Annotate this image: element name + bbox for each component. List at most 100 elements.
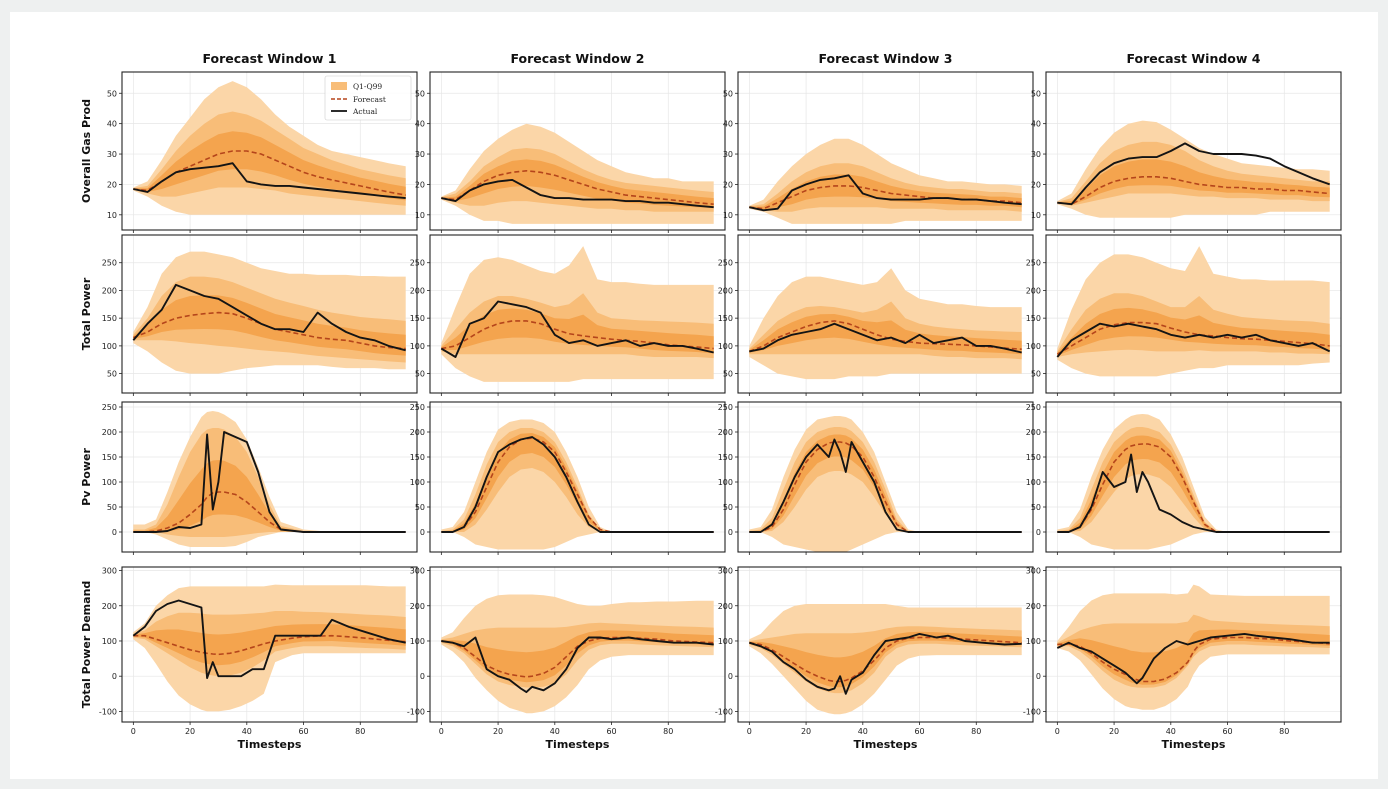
y-tick-label: 50 <box>723 370 733 379</box>
y-tick-label: 30 <box>415 150 425 159</box>
actual-line <box>133 431 406 533</box>
band-inner <box>441 630 714 683</box>
actual-line <box>440 300 714 358</box>
y-tick-label: 250 <box>1026 259 1041 268</box>
column-title-1: Forecast Window 1 <box>203 51 337 66</box>
panel-frame <box>121 566 418 723</box>
panel-frame <box>121 71 418 231</box>
x-tick-label: 80 <box>663 727 673 736</box>
y-tick-label: 50 <box>107 503 117 512</box>
y-tick-label: 250 <box>1026 403 1041 412</box>
y-tick-label: 150 <box>1026 453 1041 462</box>
y-tick-label: 40 <box>723 120 733 129</box>
y-tick-label: 50 <box>107 89 117 98</box>
forecast-line <box>441 169 714 205</box>
y-tick-label: 0 <box>1036 672 1041 681</box>
panel-r4-c1: -100 0 100 200 300 0 20 40 60 80 Timesteps <box>99 566 418 751</box>
actual-line <box>749 438 1022 533</box>
band-inner <box>1057 159 1330 205</box>
x-tick-label: 60 <box>914 727 924 736</box>
x-tick-label: 40 <box>858 727 868 736</box>
y-tick-label: 250 <box>718 403 733 412</box>
y-tick-label: 200 <box>410 428 425 437</box>
y-tick-label: -100 <box>407 707 425 716</box>
y-tick-label: 40 <box>1031 120 1041 129</box>
x-tick-label: 40 <box>1166 727 1176 736</box>
panel-r2-c2: 50 100 150 200 250 <box>410 234 726 396</box>
actual-line <box>749 174 1022 212</box>
panel-r3-c4: 0 50 100 150 200 250 <box>1026 401 1342 555</box>
y-tick-label: 0 <box>728 528 733 537</box>
x-tick-label: 0 <box>439 727 444 736</box>
x-axis-label: Timesteps <box>238 738 302 751</box>
y-tick-label: 100 <box>102 637 117 646</box>
y-tick-label: 100 <box>410 637 425 646</box>
row-label-3: Pv Power <box>80 448 93 506</box>
band-inner <box>749 631 1022 688</box>
forecast-line <box>441 636 714 678</box>
forecast-line <box>749 320 1022 353</box>
legend-label-forecast: Forecast <box>353 95 386 104</box>
panel-frame <box>121 234 418 394</box>
y-tick-label: 200 <box>718 286 733 295</box>
actual-line <box>441 636 714 694</box>
y-tick-label: 150 <box>718 453 733 462</box>
forecast-line <box>1056 321 1330 355</box>
y-tick-label: 200 <box>102 428 117 437</box>
panel-r4-c4: -100 0 100 200 300 0 20 40 60 80 Timesteps <box>1023 566 1342 751</box>
band-inner <box>1057 435 1330 532</box>
y-tick-label: 30 <box>723 150 733 159</box>
y-tick-label: 250 <box>410 259 425 268</box>
y-tick-label: 100 <box>410 342 425 351</box>
panel-r1-c3: 10 20 30 40 50 <box>723 71 1034 233</box>
forecast-line <box>1057 176 1330 206</box>
y-tick-label: 100 <box>410 478 425 487</box>
y-tick-label: 50 <box>1031 370 1041 379</box>
row-label-2: Total Power <box>80 277 93 350</box>
y-tick-label: 200 <box>718 428 733 437</box>
panel-frame <box>737 566 1034 723</box>
panel-r1-c2: 10 20 30 40 50 <box>415 71 726 233</box>
y-tick-label: 100 <box>718 637 733 646</box>
panel-frame <box>429 71 726 231</box>
y-tick-label: 50 <box>723 89 733 98</box>
y-tick-label: 100 <box>718 342 733 351</box>
panel-r2-c3: 50 100 150 200 250 <box>718 234 1034 396</box>
y-tick-label: 10 <box>723 211 733 220</box>
y-tick-label: 40 <box>415 120 425 129</box>
actual-line <box>441 178 714 209</box>
x-tick-label: 0 <box>131 727 136 736</box>
y-tick-label: 20 <box>723 180 733 189</box>
x-tick-label: 60 <box>1222 727 1232 736</box>
y-tick-label: -100 <box>715 707 733 716</box>
y-tick-label: 0 <box>1036 528 1041 537</box>
y-tick-label: 50 <box>415 503 425 512</box>
actual-line <box>749 322 1022 354</box>
panel-frame <box>429 401 726 553</box>
panel-frame <box>737 401 1034 553</box>
actual-line <box>1057 142 1331 206</box>
column-title-2: Forecast Window 2 <box>511 51 645 66</box>
y-tick-label: 10 <box>415 211 425 220</box>
y-tick-label: 300 <box>1026 567 1041 576</box>
y-tick-label: 200 <box>1026 602 1041 611</box>
panel-r1-c4: 10 20 30 40 50 <box>1031 71 1342 233</box>
y-tick-label: 150 <box>410 314 425 323</box>
panel-frame <box>1045 234 1342 394</box>
y-tick-label: 50 <box>415 89 425 98</box>
y-tick-label: 150 <box>718 314 733 323</box>
y-tick-label: 200 <box>102 286 117 295</box>
panel-r1-c1: 10 20 30 40 50 Q1-Q99 Forecast Actual <box>107 71 418 233</box>
band-inner <box>133 131 406 201</box>
x-axis-label: Timesteps <box>854 738 918 751</box>
y-tick-label: 300 <box>102 567 117 576</box>
forecast-line <box>133 634 406 656</box>
y-tick-label: 300 <box>718 567 733 576</box>
y-tick-label: 200 <box>102 602 117 611</box>
y-tick-label: 50 <box>415 370 425 379</box>
y-tick-label: 0 <box>728 672 733 681</box>
panel-r4-c2: -100 0 100 200 300 0 20 40 60 80 Timesteps <box>407 566 726 751</box>
band-inner <box>749 434 1022 532</box>
y-tick-label: 20 <box>1031 180 1041 189</box>
y-tick-label: 20 <box>107 180 117 189</box>
